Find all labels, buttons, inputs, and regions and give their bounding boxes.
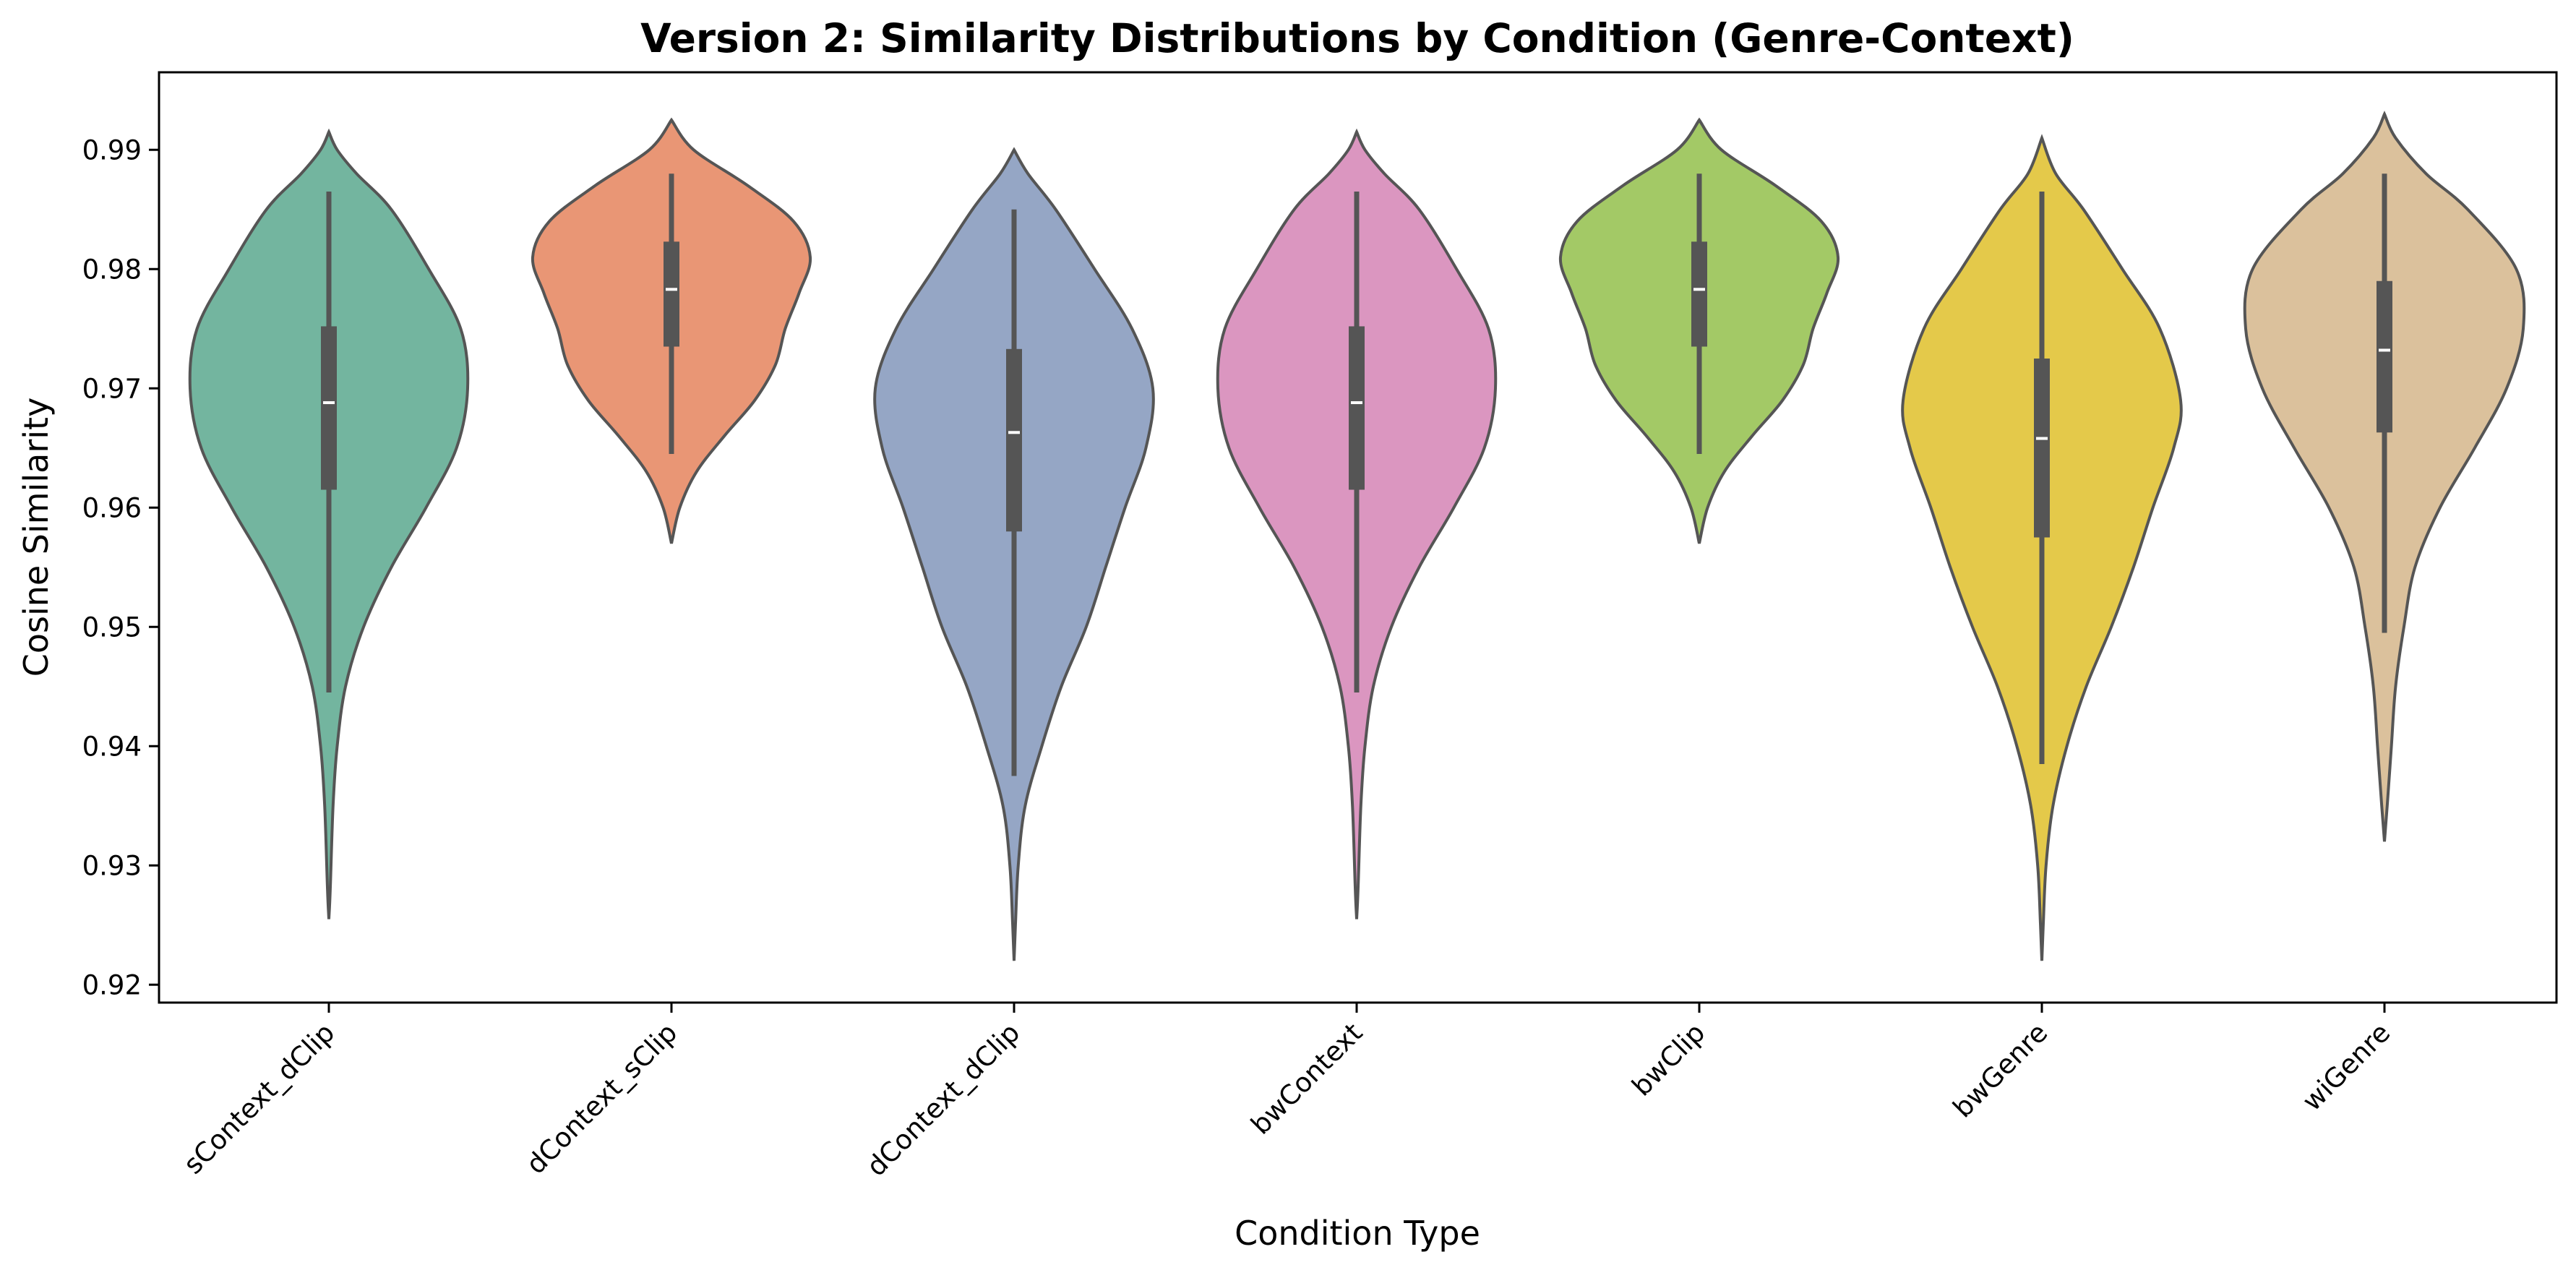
violin-group-bwgenre — [1901, 134, 2183, 961]
violin-group-bwcontext — [1216, 128, 1498, 919]
violin-iqr-box-bwclip — [1691, 241, 1707, 347]
y-tick-label: 0.96 — [82, 492, 142, 523]
chart-title: Version 2: Similarity Distributions by C… — [640, 15, 2074, 61]
x-tick-label-dcontext-sclip: dContext_sClip — [520, 1017, 684, 1180]
y-tick-label: 0.94 — [82, 731, 142, 762]
y-tick-label: 0.99 — [82, 134, 142, 166]
y-axis-title: Cosine Similarity — [17, 398, 56, 677]
violin-group-dcontext-dclip — [873, 147, 1155, 961]
violin-iqr-box-dcontext-sclip — [664, 241, 679, 347]
x-tick-label-bwcontext: bwContext — [1245, 1017, 1368, 1141]
violin-iqr-box-wigenre — [2377, 280, 2392, 433]
violins-layer — [188, 111, 2526, 961]
y-tick-label: 0.97 — [82, 373, 142, 404]
y-tick-label: 0.98 — [82, 254, 142, 285]
x-tick-label-scontext-dclip: sContext_dClip — [178, 1017, 341, 1180]
violin-iqr-box-dcontext-dclip — [1006, 348, 1022, 532]
x-tick-label-dcontext-dclip: dContext_dClip — [861, 1017, 1026, 1183]
violin-group-wigenre — [2243, 111, 2526, 842]
violin-group-dcontext-sclip — [531, 117, 812, 544]
y-tick-label: 0.92 — [82, 969, 142, 1000]
x-tick-label-wigenre: wiGenre — [2296, 1017, 2396, 1117]
x-axis: sContext_dClip dContext_sClip dContext_dCl… — [178, 1003, 2396, 1183]
violin-iqr-box-bwgenre — [2034, 359, 2050, 538]
violin-iqr-box-scontext-dclip — [321, 326, 337, 490]
violin-group-bwclip — [1558, 117, 1840, 544]
violin-group-scontext-dclip — [188, 128, 470, 919]
y-axis: 0.92 0.93 0.94 0.95 0.96 0.97 0.98 0.99 — [82, 134, 159, 1000]
y-tick-label: 0.93 — [82, 850, 142, 881]
y-tick-label: 0.95 — [82, 612, 142, 643]
violin-iqr-box-bwcontext — [1349, 326, 1365, 490]
x-axis-title: Condition Type — [1235, 1214, 1480, 1253]
x-tick-label-bwgenre: bwGenre — [1947, 1017, 2054, 1124]
x-tick-label-bwclip: bwClip — [1626, 1017, 1712, 1102]
